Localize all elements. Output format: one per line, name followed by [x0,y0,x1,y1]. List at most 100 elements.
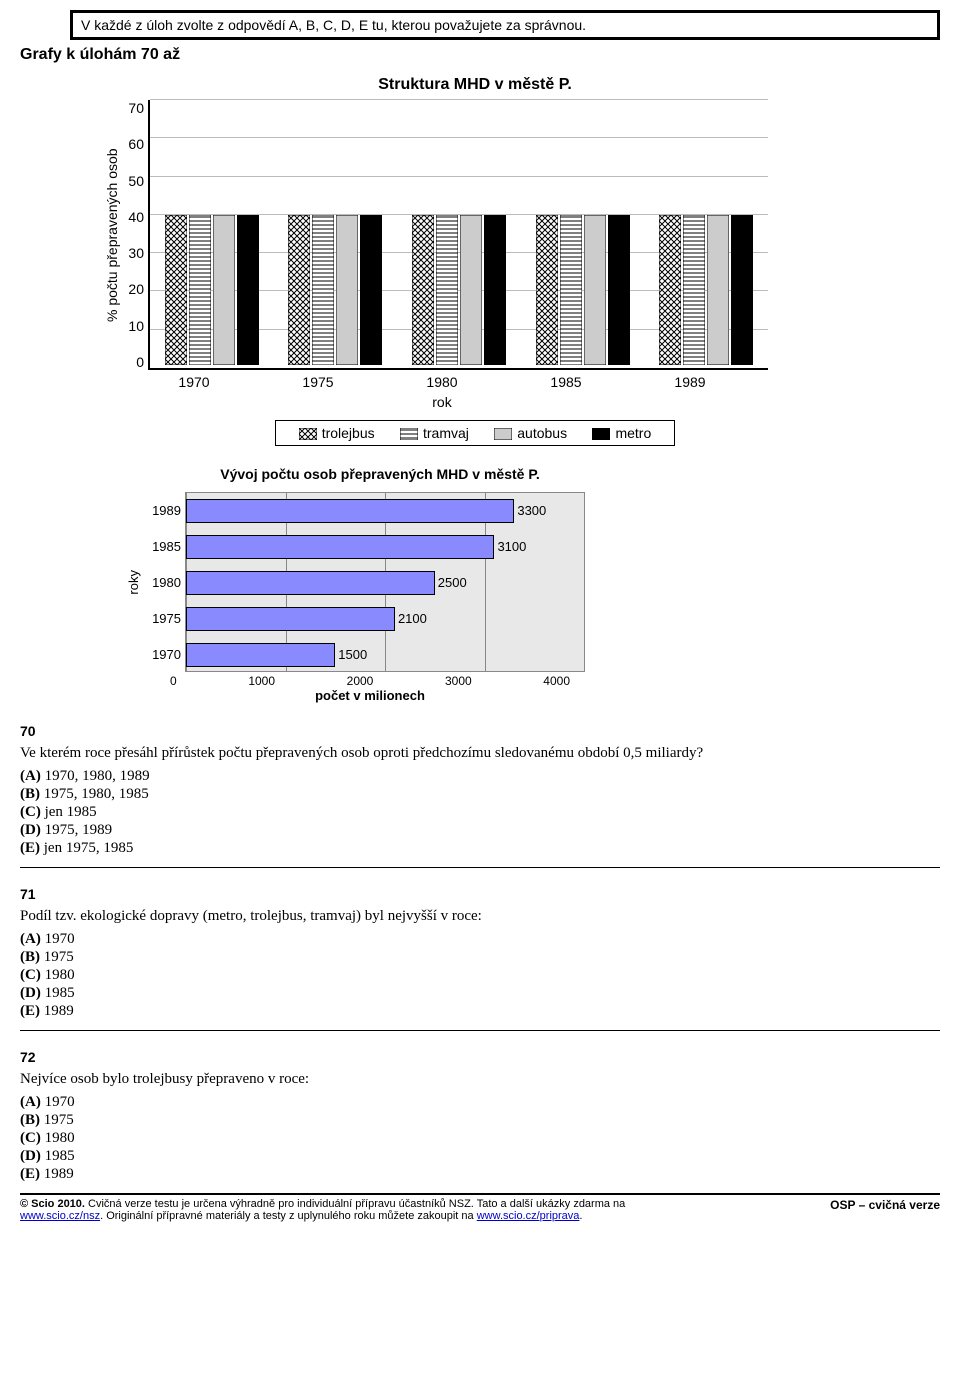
question-text-70: Ve kterém roce přesáhl přírůstek počtu p… [20,745,940,762]
question-choices-70: (A) 1970, 1980, 1989(B) 1975, 1980, 1985… [20,768,940,857]
bar-1975-autobus [336,215,358,368]
footer-tail: . [579,1210,582,1222]
legend-label-autobus: autobus [517,425,567,441]
choice-70-B[interactable]: (B) 1975, 1980, 1985 [20,786,940,803]
bar-1970-autobus [213,215,235,368]
choice-70-A[interactable]: (A) 1970, 1980, 1989 [20,768,940,785]
instruction-box: V každé z úloh zvolte z odpovědí A, B, C… [70,10,940,40]
bar-1985-tramvaj [560,215,582,368]
bar-group-1980 [412,215,506,368]
choice-70-D[interactable]: (D) 1975, 1989 [20,822,940,839]
hbar-label-1975: 2100 [398,611,427,626]
legend-item-trolejbus: trolejbus [299,425,375,441]
hbar-1985: 3100 [186,535,494,559]
legend-swatch-metro [592,427,610,439]
hbar-label-1985: 3100 [497,539,526,554]
bar-1970-tramvaj [189,215,211,368]
question-text-72: Nejvíce osob bylo trolejbusy přepraveno … [20,1071,940,1088]
choice-72-E[interactable]: (E) 1989 [20,1166,940,1183]
bar-1980-metro [484,215,506,368]
hbar-label-1989: 3300 [517,503,546,518]
chart2-xtick-3000: 3000 [445,674,472,688]
chart1-legend: trolejbus tramvaj autobus metro [275,420,675,446]
bar-group-1970 [165,215,259,368]
chart2-plot: 3300 3100 2500 2100 1500 [185,492,585,672]
chart1-title: Struktura MHD v městě P. [100,76,850,94]
bar-1970-trolejbus [165,215,187,368]
bar-1989-autobus [707,215,729,368]
choice-70-E[interactable]: (E) jen 1975, 1985 [20,840,940,857]
chart1-xtick-1985: 1985 [550,374,581,390]
legend-label-trolejbus: trolejbus [322,425,375,441]
choice-72-A[interactable]: (A) 1970 [20,1094,940,1111]
chart2-xtick-2000: 2000 [347,674,374,688]
chart1-xtick-1989: 1989 [674,374,705,390]
question-text-71: Podíl tzv. ekologické dopravy (metro, tr… [20,908,940,925]
bar-1989-tramvaj [683,215,705,368]
chart2-ycat-1980: 1980 [141,575,181,590]
chart2-ycat-1970: 1970 [141,647,181,662]
chart2-xtick-4000: 4000 [543,674,570,688]
legend-swatch-trolejbus [299,427,317,439]
bar-group-1975 [288,215,382,368]
section-title: Grafy k úlohám 70 až [20,46,940,64]
hbar-label-1980: 2500 [438,575,467,590]
bar-1980-trolejbus [412,215,434,368]
choice-72-D[interactable]: (D) 1985 [20,1148,940,1165]
chart2-ycat-1985: 1985 [141,539,181,554]
question-choices-71: (A) 1970(B) 1975(C) 1980(D) 1985(E) 1989 [20,931,940,1020]
footer-text-1: Cvičná verze testu je určena výhradně pr… [88,1198,625,1210]
legend-item-autobus: autobus [494,425,567,441]
footer: © Scio 2010. Cvičná verze testu je určen… [20,1193,940,1222]
bar-1985-metro [608,215,630,368]
choice-71-B[interactable]: (B) 1975 [20,949,940,966]
footer-link-priprava[interactable]: www.scio.cz/priprava [477,1210,580,1222]
legend-swatch-autobus [494,427,512,439]
question-number-72: 72 [20,1049,940,1065]
legend-label-metro: metro [615,425,651,441]
footer-left: © Scio 2010. Cvičná verze testu je určen… [20,1198,680,1222]
hbar-1980: 2500 [186,571,435,595]
choice-71-D[interactable]: (D) 1985 [20,985,940,1002]
footer-right: OSP – cvičná verze [830,1198,940,1222]
choice-72-C[interactable]: (C) 1980 [20,1130,940,1147]
bar-1975-trolejbus [288,215,310,368]
chart2-xticks: 0 1000 2000 3000 4000 [170,674,570,688]
bar-1989-metro [731,215,753,368]
question-number-70: 70 [20,723,940,739]
choice-70-C[interactable]: (C) jen 1985 [20,804,940,821]
choice-71-E[interactable]: (E) 1989 [20,1003,940,1020]
bar-1980-tramvaj [436,215,458,368]
bar-1985-autobus [584,215,606,368]
bar-1975-tramvaj [312,215,334,368]
legend-label-tramvaj: tramvaj [423,425,469,441]
chart-vyvoj-poctu: Vývoj počtu osob přepravených MHD v měst… [120,466,640,703]
chart2-ycat-1989: 1989 [141,503,181,518]
hbar-1970: 1500 [186,643,335,667]
bar-1970-metro [237,215,259,368]
chart1-plot [148,100,768,370]
chart2-ycategories: 19891985198019751970 [141,492,185,672]
chart2-xtick-1000: 1000 [248,674,275,688]
chart2-ylabel: roky [120,570,141,595]
choice-71-C[interactable]: (C) 1980 [20,967,940,984]
footer-link-nsz[interactable]: www.scio.cz/nsz [20,1210,100,1222]
choice-71-A[interactable]: (A) 1970 [20,931,940,948]
question-block: 70 Ve kterém roce přesáhl přírůstek počtu… [20,723,940,1183]
hbar-1975: 2100 [186,607,395,631]
bar-1985-trolejbus [536,215,558,368]
choice-72-B[interactable]: (B) 1975 [20,1112,940,1129]
legend-item-metro: metro [592,425,651,441]
chart1-xlabel: rok [132,394,752,410]
chart2-xlabel: počet v milionech [170,688,570,703]
question-choices-72: (A) 1970(B) 1975(C) 1980(D) 1985(E) 1989 [20,1094,940,1183]
chart1-ylabel: % počtu přepravených osob [100,100,120,370]
chart1-xticks: 19701975198019851989 [132,374,752,390]
bar-group-1989 [659,215,753,368]
chart2-xtick-0: 0 [170,674,177,688]
copyright: © Scio 2010. [20,1198,85,1210]
chart1-xtick-1980: 1980 [426,374,457,390]
footer-text-2: . Originální přípravné materiály a testy… [100,1210,477,1222]
bar-group-1985 [536,215,630,368]
chart2-title: Vývoj počtu osob přepravených MHD v měst… [120,466,640,482]
